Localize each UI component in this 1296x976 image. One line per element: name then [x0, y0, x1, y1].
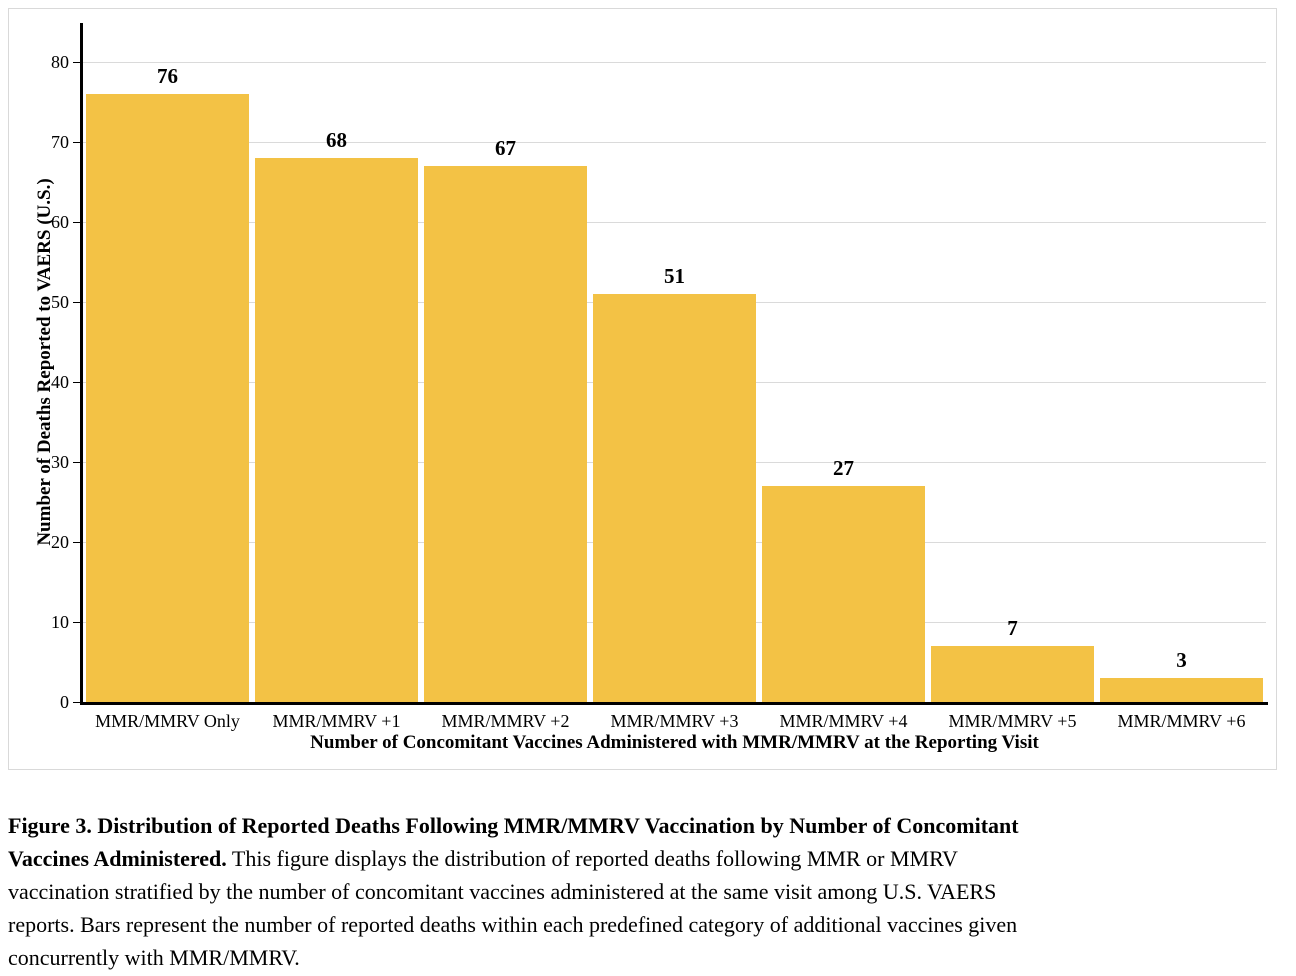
caption-bold-text: Figure 3. Distribution of Reported Death… — [8, 813, 1019, 838]
y-tick-mark — [73, 302, 80, 303]
chart-bar — [424, 166, 587, 702]
y-tick-label: 40 — [51, 372, 69, 392]
chart-bar — [255, 158, 418, 702]
bar-value-label: 7 — [1007, 616, 1018, 640]
y-tick-mark — [73, 142, 80, 143]
gridline — [83, 62, 1266, 63]
x-tick-label: MMR/MMRV Only — [95, 711, 240, 731]
chart-bar — [1100, 678, 1263, 702]
y-tick-label: 70 — [51, 132, 69, 152]
bar-value-label: 3 — [1176, 648, 1187, 672]
chart-bar — [931, 646, 1094, 702]
bar-value-label: 68 — [326, 128, 347, 152]
y-tick-label: 0 — [60, 692, 69, 712]
caption-regular-text: vaccination stratified by the number of … — [8, 879, 997, 904]
x-tick-label: MMR/MMRV +4 — [779, 711, 908, 731]
bar-value-label: 67 — [495, 136, 516, 160]
caption-line: reports. Bars represent the number of re… — [8, 908, 1292, 941]
x-tick-label: MMR/MMRV +6 — [1117, 711, 1246, 731]
caption-regular-text: reports. Bars represent the number of re… — [8, 912, 1018, 937]
caption-line: Figure 3. Distribution of Reported Death… — [8, 809, 1292, 842]
y-tick-label: 10 — [51, 612, 69, 632]
x-axis-title: Number of Concomitant Vaccines Administe… — [310, 732, 1039, 753]
y-tick-mark — [73, 622, 80, 623]
x-axis-line — [80, 702, 1268, 705]
y-tick-mark — [73, 462, 80, 463]
x-tick-label: MMR/MMRV +5 — [948, 711, 1077, 731]
x-tick-label: MMR/MMRV +1 — [272, 711, 401, 731]
chart-bar — [593, 294, 756, 702]
y-tick-mark — [73, 62, 80, 63]
gridline — [83, 142, 1266, 143]
caption-bold-text: Vaccines Administered. — [8, 846, 227, 871]
bar-value-label: 76 — [157, 64, 178, 88]
y-tick-label: 20 — [51, 532, 69, 552]
chart-bar — [762, 486, 925, 702]
chart-panel: Number of Deaths Reported to VAERS (U.S.… — [8, 8, 1277, 770]
y-tick-label: 60 — [51, 212, 69, 232]
y-tick-mark — [73, 542, 80, 543]
chart-bar — [86, 94, 249, 702]
y-axis-line — [80, 23, 83, 705]
y-tick-mark — [73, 222, 80, 223]
x-tick-label: MMR/MMRV +2 — [441, 711, 570, 731]
y-tick-label: 50 — [51, 292, 69, 312]
y-tick-label: 80 — [51, 52, 69, 72]
caption-line: vaccination stratified by the number of … — [8, 875, 1292, 908]
caption-regular-text: concurrently with MMR/MMRV. — [8, 945, 300, 970]
gridline — [83, 222, 1266, 223]
figure-caption: Figure 3. Distribution of Reported Death… — [8, 809, 1292, 974]
caption-regular-text: This figure displays the distribution of… — [226, 846, 958, 871]
y-tick-label: 30 — [51, 452, 69, 472]
y-tick-mark — [73, 382, 80, 383]
y-tick-mark — [73, 702, 80, 703]
bar-value-label: 27 — [833, 456, 854, 480]
bar-value-label: 51 — [664, 264, 685, 288]
caption-line: Vaccines Administered. This figure displ… — [8, 842, 1292, 875]
y-axis-title: Number of Deaths Reported to VAERS (U.S.… — [34, 178, 55, 546]
x-tick-label: MMR/MMRV +3 — [610, 711, 739, 731]
caption-line: concurrently with MMR/MMRV. — [8, 941, 1292, 974]
